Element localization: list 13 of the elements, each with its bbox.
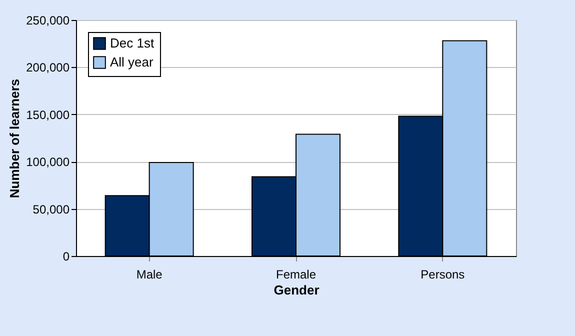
x-axis-title: Gender xyxy=(274,282,320,298)
y-tick-label: 50,000 xyxy=(32,202,70,216)
x-tick-label: Male xyxy=(136,268,163,282)
y-tick-label: 250,000 xyxy=(26,14,70,28)
legend-label: All year xyxy=(110,54,154,70)
y-tick-label: 150,000 xyxy=(26,108,70,122)
y-tick-label: 100,000 xyxy=(26,155,70,170)
x-tick-label: Persons xyxy=(420,268,465,282)
x-tick-label: Female xyxy=(276,268,316,282)
y-tick-label: 0 xyxy=(62,250,70,264)
y-axis-title: Number of learners xyxy=(7,78,22,198)
legend-label: Dec 1st xyxy=(110,36,154,50)
y-tick-label: 200,000 xyxy=(26,60,70,75)
